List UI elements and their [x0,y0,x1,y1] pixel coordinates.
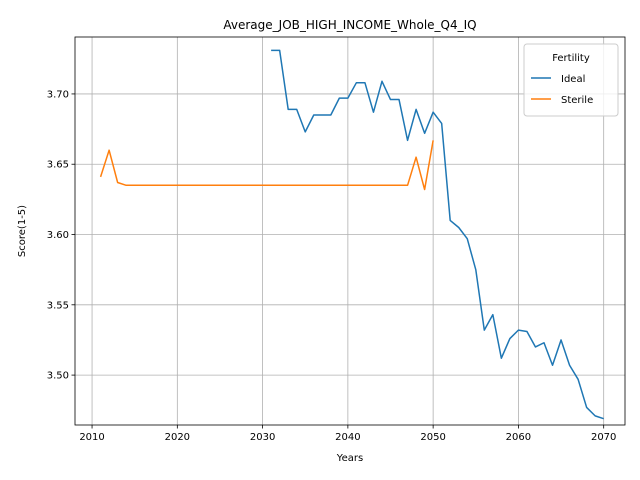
legend: Fertility Ideal Sterile [523,43,619,117]
y-tick-label: 3.50 [47,371,69,382]
x-tick-label: 2010 [79,432,104,443]
x-tick-label: 2020 [165,432,190,443]
x-tick-label: 2060 [506,432,531,443]
x-tick-label: 2040 [335,432,360,443]
legend-label-sterile: Sterile [561,95,593,106]
legend-label-ideal: Ideal [561,74,585,85]
x-tick-label: 2030 [250,432,275,443]
y-tick-label: 3.60 [47,230,69,241]
y-axis-label: Score(1-5) [17,205,28,257]
chart-title: Average_JOB_HIGH_INCOME_Whole_Q4_IQ [223,18,476,32]
series-line-sterile [99,140,434,191]
axis-ticks: 2010 2020 2030 2040 2050 2060 2070 3.50 3.55 3.60… [47,89,617,443]
x-axis-label: Years [336,453,363,464]
y-tick-label: 3.55 [47,300,69,311]
x-tick-label: 2050 [420,432,445,443]
x-tick-label: 2070 [591,432,616,443]
y-tick-label: 3.65 [47,160,69,171]
series-lines [99,49,604,420]
legend-box [523,43,619,117]
y-tick-label: 3.70 [47,89,69,100]
plot-frame [74,36,626,426]
grid-lines [75,37,625,425]
series-line-ideal [271,49,604,420]
legend-title: Fertility [552,53,590,64]
